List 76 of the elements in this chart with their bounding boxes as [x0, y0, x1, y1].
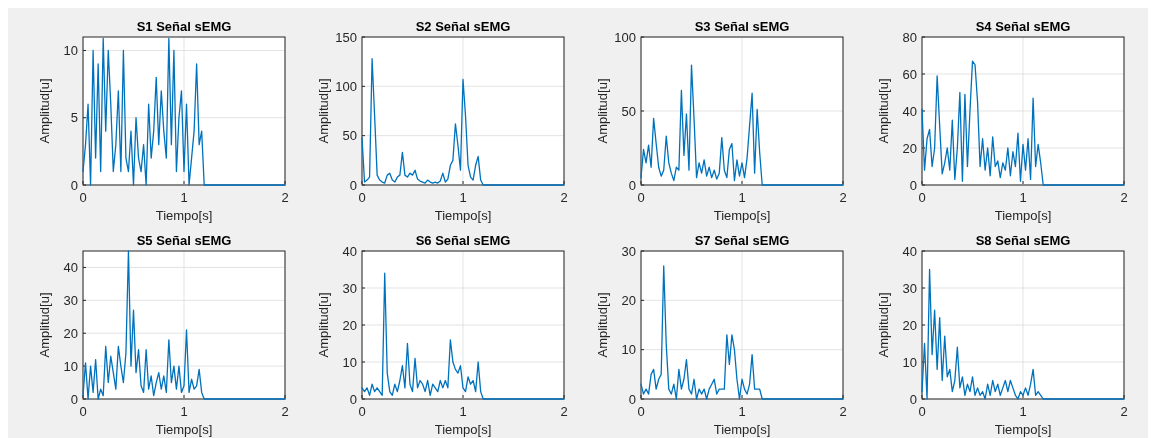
- y-tick-label: 0: [70, 391, 78, 407]
- y-axis-title: Amplitud[u]: [316, 292, 331, 358]
- x-axis-title: Tiempo[s]: [994, 208, 1052, 223]
- y-tick-label: 0: [349, 391, 357, 407]
- chart-title: S4 Señal sEMG: [975, 19, 1071, 34]
- y-tick-label: 30: [342, 280, 357, 296]
- y-tick-label: 40: [902, 103, 917, 119]
- y-tick-label: 20: [342, 317, 357, 333]
- x-tick-label: 2: [281, 404, 289, 419]
- x-axis-title: Tiempo[s]: [434, 422, 492, 437]
- y-tick-label: 0: [70, 177, 78, 193]
- x-axis-title: Tiempo[s]: [434, 208, 492, 223]
- y-axis-title: Amplitud[u]: [595, 292, 610, 358]
- line-series: [82, 250, 286, 400]
- y-tick-label: 60: [902, 66, 917, 82]
- y-tick-label: 0: [628, 391, 636, 407]
- x-tick-label: 1: [1019, 190, 1027, 205]
- x-tick-label: 2: [560, 190, 568, 205]
- y-tick-label: 10: [63, 358, 78, 374]
- y-tick-label: 10: [342, 354, 357, 370]
- x-tick-label: 1: [180, 404, 188, 419]
- x-axis-title: Tiempo[s]: [713, 422, 771, 437]
- chart-title: S6 Señal sEMG: [415, 233, 511, 248]
- y-tick-label: 10: [902, 354, 917, 370]
- y-axis-title: Amplitud[u]: [876, 292, 891, 358]
- y-tick-label: 10: [63, 43, 78, 58]
- y-tick-label: 40: [342, 243, 357, 259]
- y-tick-label: 40: [902, 243, 917, 259]
- x-axis-title: Tiempo[s]: [713, 208, 771, 223]
- y-axis-title: Amplitud[u]: [876, 78, 891, 144]
- y-tick-label: 20: [63, 325, 78, 341]
- x-tick-label: 1: [1019, 404, 1027, 419]
- y-tick-label: 0: [909, 391, 917, 407]
- x-tick-label: 1: [459, 190, 467, 205]
- chart-title: S8 Señal sEMG: [975, 233, 1071, 248]
- line-series: [82, 37, 286, 186]
- y-tick-label: 30: [902, 280, 917, 296]
- x-tick-label: 1: [738, 190, 746, 205]
- chart-title: S3 Señal sEMG: [694, 19, 790, 34]
- x-tick-label: 1: [459, 404, 467, 419]
- y-tick-label: 20: [621, 292, 636, 308]
- y-tick-label: 0: [349, 177, 357, 193]
- y-tick-label: 30: [621, 243, 636, 259]
- y-axis-title: Amplitud[u]: [37, 78, 52, 144]
- y-axis-title: Amplitud[u]: [316, 78, 331, 144]
- y-tick-label: 100: [614, 29, 636, 45]
- y-tick-label: 10: [621, 342, 636, 358]
- y-tick-label: 0: [628, 177, 636, 193]
- y-tick-label: 20: [902, 317, 917, 333]
- y-tick-label: 20: [902, 140, 917, 156]
- x-axis-title: Tiempo[s]: [994, 422, 1052, 437]
- x-tick-label: 2: [281, 190, 289, 205]
- y-tick-label: 40: [63, 259, 78, 275]
- x-tick-label: 2: [839, 404, 847, 419]
- y-tick-label: 150: [335, 29, 357, 45]
- x-tick-label: 2: [1120, 190, 1128, 205]
- y-tick-label: 50: [621, 103, 636, 119]
- x-tick-label: 2: [839, 190, 847, 205]
- y-tick-label: 80: [902, 29, 917, 45]
- chart-title: S5 Señal sEMG: [136, 233, 232, 248]
- x-axis-title: Tiempo[s]: [155, 422, 213, 437]
- x-axis-title: Tiempo[s]: [155, 208, 213, 223]
- y-axis-title: Amplitud[u]: [595, 78, 610, 144]
- y-tick-label: 0: [909, 177, 917, 193]
- y-tick-label: 30: [63, 292, 78, 308]
- y-tick-label: 100: [335, 78, 357, 94]
- chart-title: S7 Señal sEMG: [694, 233, 790, 248]
- chart-title: S1 Señal sEMG: [136, 19, 232, 34]
- x-tick-label: 2: [560, 404, 568, 419]
- x-tick-label: 1: [738, 404, 746, 419]
- y-tick-label: 50: [342, 128, 357, 144]
- x-tick-label: 1: [180, 190, 188, 205]
- y-tick-label: 5: [70, 110, 78, 126]
- x-tick-label: 2: [1120, 404, 1128, 419]
- chart-title: S2 Señal sEMG: [415, 19, 511, 34]
- y-axis-title: Amplitud[u]: [37, 292, 52, 358]
